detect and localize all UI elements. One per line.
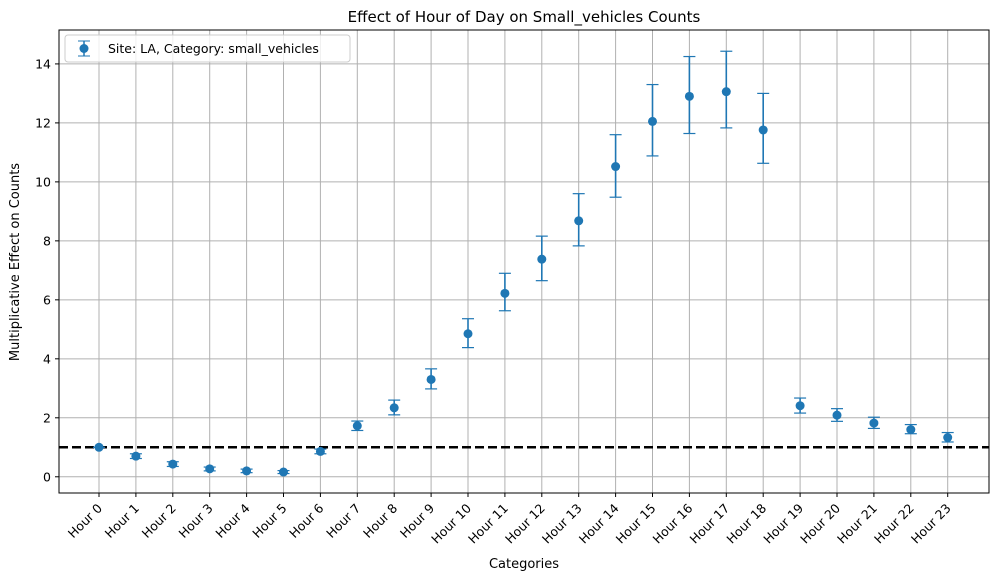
data-point bbox=[906, 425, 916, 435]
y-tick-label: 6 bbox=[43, 292, 51, 307]
grid bbox=[59, 30, 989, 493]
data-point bbox=[684, 91, 694, 101]
y-axis-title: Multiplicative Effect on Counts bbox=[8, 163, 23, 361]
legend-marker-point bbox=[79, 44, 89, 53]
data-point bbox=[94, 442, 104, 452]
data-point bbox=[389, 403, 399, 413]
y-tick-label: 12 bbox=[35, 115, 51, 130]
data-point bbox=[279, 467, 288, 477]
data-point bbox=[500, 288, 510, 298]
data-point bbox=[242, 466, 252, 476]
data-point bbox=[426, 374, 436, 384]
data-point bbox=[537, 254, 547, 264]
data-point bbox=[168, 459, 178, 469]
y-tick-label: 14 bbox=[35, 56, 51, 71]
plot-frame bbox=[58, 29, 990, 494]
data-point bbox=[758, 125, 768, 135]
data-point bbox=[648, 116, 657, 126]
data-point bbox=[315, 446, 325, 456]
y-axis-ticks: 0 2 4 6 8 10 12 14 bbox=[35, 56, 59, 484]
data-point bbox=[869, 418, 879, 428]
legend-box bbox=[64, 34, 351, 63]
data-point bbox=[943, 433, 953, 443]
data-point bbox=[463, 329, 473, 339]
data-point bbox=[795, 401, 805, 411]
chart-title: Effect of Hour of Day on Small_vehicles … bbox=[348, 8, 701, 27]
legend: Site: LA, Category: small_vehicles bbox=[64, 34, 351, 63]
data-point bbox=[574, 216, 584, 226]
data-point bbox=[205, 464, 215, 474]
data-point bbox=[721, 87, 731, 97]
y-tick-label: 10 bbox=[35, 174, 51, 189]
y-tick-label: 8 bbox=[43, 233, 51, 248]
data-points bbox=[94, 87, 953, 477]
data-point bbox=[611, 162, 621, 172]
data-point bbox=[131, 451, 141, 461]
data-point bbox=[832, 410, 842, 420]
legend-label: Site: LA, Category: small_vehicles bbox=[108, 41, 319, 56]
data-point bbox=[352, 421, 362, 431]
y-tick-label: 4 bbox=[43, 351, 51, 366]
y-tick-label: 0 bbox=[43, 469, 51, 484]
x-axis-title: Categories bbox=[489, 557, 559, 572]
y-tick-label: 2 bbox=[43, 410, 51, 425]
